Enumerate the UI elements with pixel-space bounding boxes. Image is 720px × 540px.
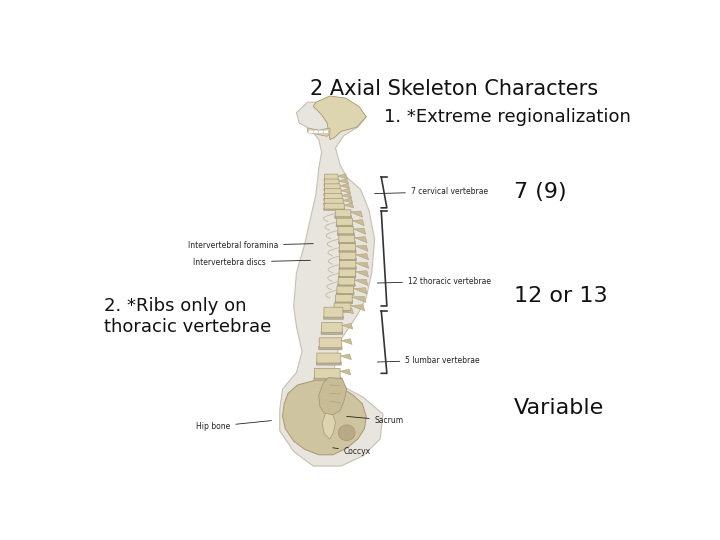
Text: 12 or 13: 12 or 13 (514, 286, 608, 306)
FancyBboxPatch shape (335, 215, 351, 219)
FancyBboxPatch shape (338, 227, 354, 234)
FancyBboxPatch shape (325, 174, 338, 180)
Ellipse shape (338, 425, 355, 441)
Text: 2 Axial Skeleton Characters: 2 Axial Skeleton Characters (310, 79, 598, 99)
Polygon shape (340, 184, 349, 188)
Text: 12 thoracic vertebrae: 12 thoracic vertebrae (377, 276, 491, 286)
Polygon shape (351, 296, 366, 302)
Polygon shape (355, 245, 368, 252)
Polygon shape (353, 228, 366, 234)
FancyBboxPatch shape (324, 188, 341, 191)
Text: Variable: Variable (514, 398, 604, 418)
FancyBboxPatch shape (324, 307, 343, 317)
FancyBboxPatch shape (339, 267, 356, 269)
Polygon shape (343, 203, 354, 208)
FancyBboxPatch shape (324, 203, 344, 209)
Polygon shape (352, 220, 364, 226)
FancyBboxPatch shape (336, 294, 352, 302)
FancyBboxPatch shape (338, 241, 355, 244)
FancyBboxPatch shape (337, 218, 352, 225)
FancyBboxPatch shape (313, 130, 318, 133)
Polygon shape (341, 188, 351, 193)
FancyBboxPatch shape (319, 347, 342, 350)
FancyBboxPatch shape (337, 286, 354, 294)
FancyBboxPatch shape (324, 203, 343, 206)
FancyBboxPatch shape (308, 130, 313, 133)
Polygon shape (341, 354, 351, 360)
Polygon shape (338, 174, 348, 179)
FancyBboxPatch shape (322, 322, 342, 333)
FancyBboxPatch shape (334, 303, 351, 310)
FancyBboxPatch shape (321, 331, 343, 335)
FancyBboxPatch shape (337, 233, 354, 235)
Polygon shape (354, 237, 367, 243)
Text: Coccyx: Coccyx (333, 447, 371, 456)
FancyBboxPatch shape (324, 193, 342, 196)
FancyBboxPatch shape (317, 353, 341, 363)
FancyBboxPatch shape (336, 210, 351, 217)
Polygon shape (342, 323, 353, 329)
Polygon shape (355, 262, 369, 268)
FancyBboxPatch shape (324, 184, 340, 186)
FancyBboxPatch shape (338, 278, 354, 285)
Polygon shape (355, 271, 369, 277)
Text: 5 lumbar vertebrae: 5 lumbar vertebrae (377, 355, 480, 364)
FancyBboxPatch shape (314, 377, 341, 380)
Text: 7 cervical vertebrae: 7 cervical vertebrae (374, 187, 488, 196)
FancyBboxPatch shape (336, 224, 353, 227)
Polygon shape (322, 413, 336, 439)
Text: Sacrum: Sacrum (346, 416, 404, 425)
FancyBboxPatch shape (339, 258, 356, 261)
Polygon shape (319, 377, 347, 415)
FancyBboxPatch shape (324, 198, 343, 204)
Text: 7 (9): 7 (9) (514, 181, 567, 201)
Text: 2. *Ribs only on
thoracic vertebrae: 2. *Ribs only on thoracic vertebrae (104, 297, 271, 336)
FancyBboxPatch shape (335, 301, 353, 303)
Polygon shape (353, 288, 367, 294)
Polygon shape (279, 102, 383, 466)
Polygon shape (341, 339, 352, 345)
Text: Intervertebral foramina: Intervertebral foramina (188, 241, 313, 250)
Polygon shape (307, 128, 330, 136)
Polygon shape (338, 179, 348, 184)
FancyBboxPatch shape (323, 130, 328, 133)
Polygon shape (313, 96, 366, 140)
FancyBboxPatch shape (324, 198, 343, 201)
FancyBboxPatch shape (338, 275, 356, 278)
FancyBboxPatch shape (339, 244, 356, 251)
FancyBboxPatch shape (324, 179, 338, 181)
FancyBboxPatch shape (323, 208, 345, 210)
FancyBboxPatch shape (316, 362, 341, 365)
FancyBboxPatch shape (323, 316, 343, 319)
Text: Hip bone: Hip bone (196, 421, 271, 431)
Polygon shape (282, 373, 366, 455)
Polygon shape (351, 211, 363, 218)
Polygon shape (342, 308, 354, 314)
Polygon shape (354, 279, 368, 286)
FancyBboxPatch shape (324, 188, 341, 194)
FancyBboxPatch shape (333, 309, 351, 312)
FancyBboxPatch shape (340, 252, 356, 259)
Polygon shape (355, 254, 369, 260)
FancyBboxPatch shape (340, 261, 356, 268)
FancyBboxPatch shape (338, 284, 355, 287)
FancyBboxPatch shape (319, 338, 341, 348)
FancyBboxPatch shape (339, 249, 356, 253)
Text: 1. *Extreme regionalization: 1. *Extreme regionalization (384, 109, 631, 126)
Polygon shape (343, 198, 353, 203)
FancyBboxPatch shape (339, 235, 355, 242)
FancyBboxPatch shape (325, 184, 340, 190)
FancyBboxPatch shape (339, 269, 356, 276)
FancyBboxPatch shape (325, 179, 339, 185)
Polygon shape (350, 305, 365, 311)
FancyBboxPatch shape (324, 193, 342, 199)
Text: Intervertebra discs: Intervertebra discs (193, 258, 310, 267)
Polygon shape (341, 193, 351, 198)
Polygon shape (340, 369, 351, 375)
FancyBboxPatch shape (318, 130, 323, 133)
FancyBboxPatch shape (336, 292, 354, 295)
FancyBboxPatch shape (315, 368, 340, 379)
